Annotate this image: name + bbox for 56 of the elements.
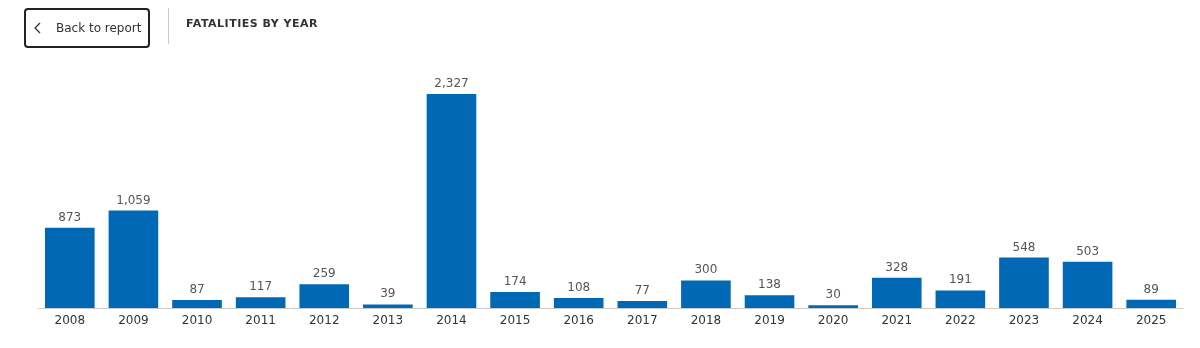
bar <box>744 295 795 308</box>
x-tick-label: 2011 <box>245 313 276 327</box>
x-tick-label: 2008 <box>54 313 86 327</box>
bar <box>108 210 159 308</box>
data-label: 87 <box>189 282 205 296</box>
x-tick-label: 2019 <box>754 313 785 327</box>
data-label: 138 <box>758 277 781 292</box>
x-tick-label: 2016 <box>563 313 594 327</box>
x-tick-label: 2022 <box>945 313 976 327</box>
data-label: 503 <box>1076 243 1100 258</box>
bar <box>553 298 604 308</box>
bar <box>1062 261 1113 308</box>
data-label: 1,059 <box>116 192 151 207</box>
data-label: 30 <box>825 287 841 302</box>
bar <box>490 291 540 308</box>
bar <box>172 300 222 308</box>
chart-title: FATALITIES BY YEAR <box>186 17 319 30</box>
x-tick-label: 2021 <box>881 313 913 327</box>
x-tick-label: 2013 <box>372 313 404 327</box>
bar <box>617 300 668 308</box>
bar <box>999 257 1049 308</box>
x-tick-label: 2010 <box>181 313 213 327</box>
text: Back to report <box>56 21 142 35</box>
x-tick-label: 2015 <box>499 313 531 327</box>
bar <box>299 284 350 308</box>
bar <box>363 304 413 308</box>
bar <box>808 305 858 308</box>
data-label: 873 <box>58 209 82 224</box>
bar <box>45 227 95 308</box>
data-label: 89 <box>1143 281 1159 296</box>
x-tick-label: 2020 <box>817 313 849 327</box>
data-label: 548 <box>1012 239 1036 254</box>
data-label: 117 <box>249 279 273 294</box>
bar <box>871 277 922 308</box>
x-tick-label: 2024 <box>1072 313 1103 327</box>
data-label: 328 <box>885 259 909 274</box>
bar <box>681 280 731 308</box>
data-label: 174 <box>503 273 527 288</box>
data-label: 259 <box>312 266 336 281</box>
x-tick-label: 2014 <box>436 313 467 327</box>
x-tick-label: 2017 <box>627 313 658 327</box>
bar <box>935 290 986 308</box>
bar <box>1126 299 1176 308</box>
x-tick-label: 2023 <box>1008 313 1040 327</box>
x-tick-label: 2018 <box>690 313 722 327</box>
data-label: 108 <box>567 280 591 295</box>
bar <box>426 93 477 308</box>
x-tick-label: 2025 <box>1135 313 1167 327</box>
x-tick-label: 2009 <box>118 313 149 327</box>
data-label: 39 <box>380 286 396 301</box>
bar <box>235 297 286 308</box>
data-label: 77 <box>634 282 650 297</box>
data-label: 191 <box>948 272 972 287</box>
data-label: 2,327 <box>434 75 469 90</box>
data-label: 300 <box>694 262 718 277</box>
x-tick-label: 2012 <box>308 313 340 327</box>
